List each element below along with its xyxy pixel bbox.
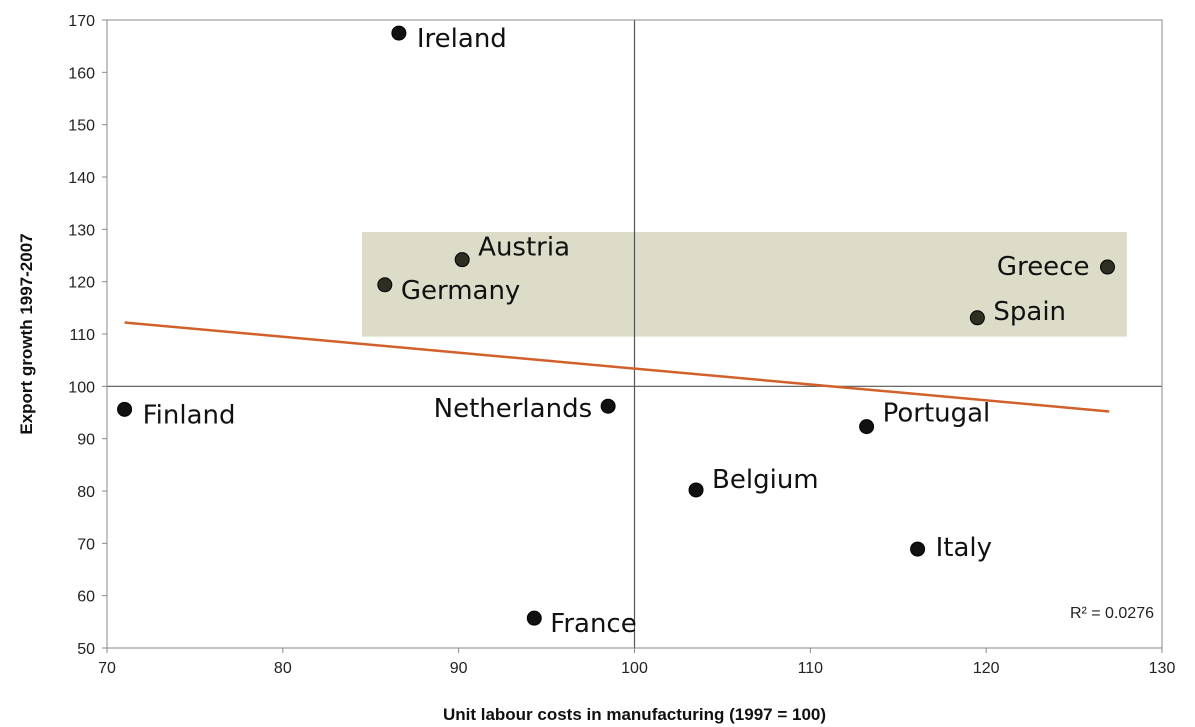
point-label-germany: Germany — [401, 276, 521, 306]
point-label-spain: Spain — [993, 297, 1066, 327]
y-tick-label: 80 — [77, 484, 95, 501]
point-label-ireland: Ireland — [417, 24, 507, 54]
y-tick-label: 90 — [77, 432, 95, 449]
data-point-germany — [377, 277, 393, 293]
data-point-portugal — [859, 419, 875, 435]
data-point-france — [526, 610, 542, 626]
point-label-portugal: Portugal — [883, 399, 991, 429]
y-tick-label: 110 — [69, 327, 95, 344]
data-point-austria — [454, 252, 470, 268]
highlight-band — [361, 231, 1127, 337]
point-label-netherlands: Netherlands — [434, 394, 593, 424]
trendline — [124, 321, 1110, 413]
x-tick-label: 130 — [1149, 660, 1176, 677]
data-point-ireland — [391, 25, 407, 41]
y-tick-label: 100 — [68, 379, 95, 396]
y-tick-label: 140 — [68, 170, 95, 187]
y-tick-label: 170 — [68, 13, 95, 30]
y-tick-label: 120 — [68, 275, 95, 292]
x-tick-label: 100 — [621, 660, 648, 677]
data-point-greece — [1099, 259, 1115, 275]
point-label-greece: Greece — [997, 252, 1090, 282]
x-axis-title: Unit labour costs in manufacturing (1997… — [443, 705, 826, 724]
y-tick-label: 160 — [68, 65, 95, 82]
y-axis-title: Export growth 1997-2007 — [17, 233, 36, 434]
point-label-austria: Austria — [478, 233, 570, 263]
data-point-finland — [117, 401, 133, 417]
y-tick-label: 150 — [68, 118, 95, 135]
point-label-finland: Finland — [143, 400, 236, 430]
point-label-italy: Italy — [936, 533, 992, 563]
data-point-spain — [969, 310, 985, 326]
point-label-france: France — [550, 609, 636, 639]
x-tick-label: 110 — [798, 660, 824, 677]
point-label-belgium: Belgium — [712, 465, 819, 495]
x-tick-label: 90 — [450, 660, 468, 677]
y-tick-label: 50 — [77, 641, 95, 658]
y-tick-label: 130 — [68, 222, 95, 239]
x-tick-label: 80 — [274, 660, 292, 677]
r-squared-label: R² = 0.0276 — [1070, 605, 1154, 622]
data-point-italy — [910, 541, 926, 557]
x-tick-label: 70 — [98, 660, 116, 677]
data-point-netherlands — [600, 398, 616, 414]
data-point-belgium — [688, 482, 704, 498]
y-tick-label: 60 — [77, 589, 95, 606]
y-tick-label: 70 — [77, 536, 95, 553]
x-tick-label: 120 — [973, 660, 1000, 677]
